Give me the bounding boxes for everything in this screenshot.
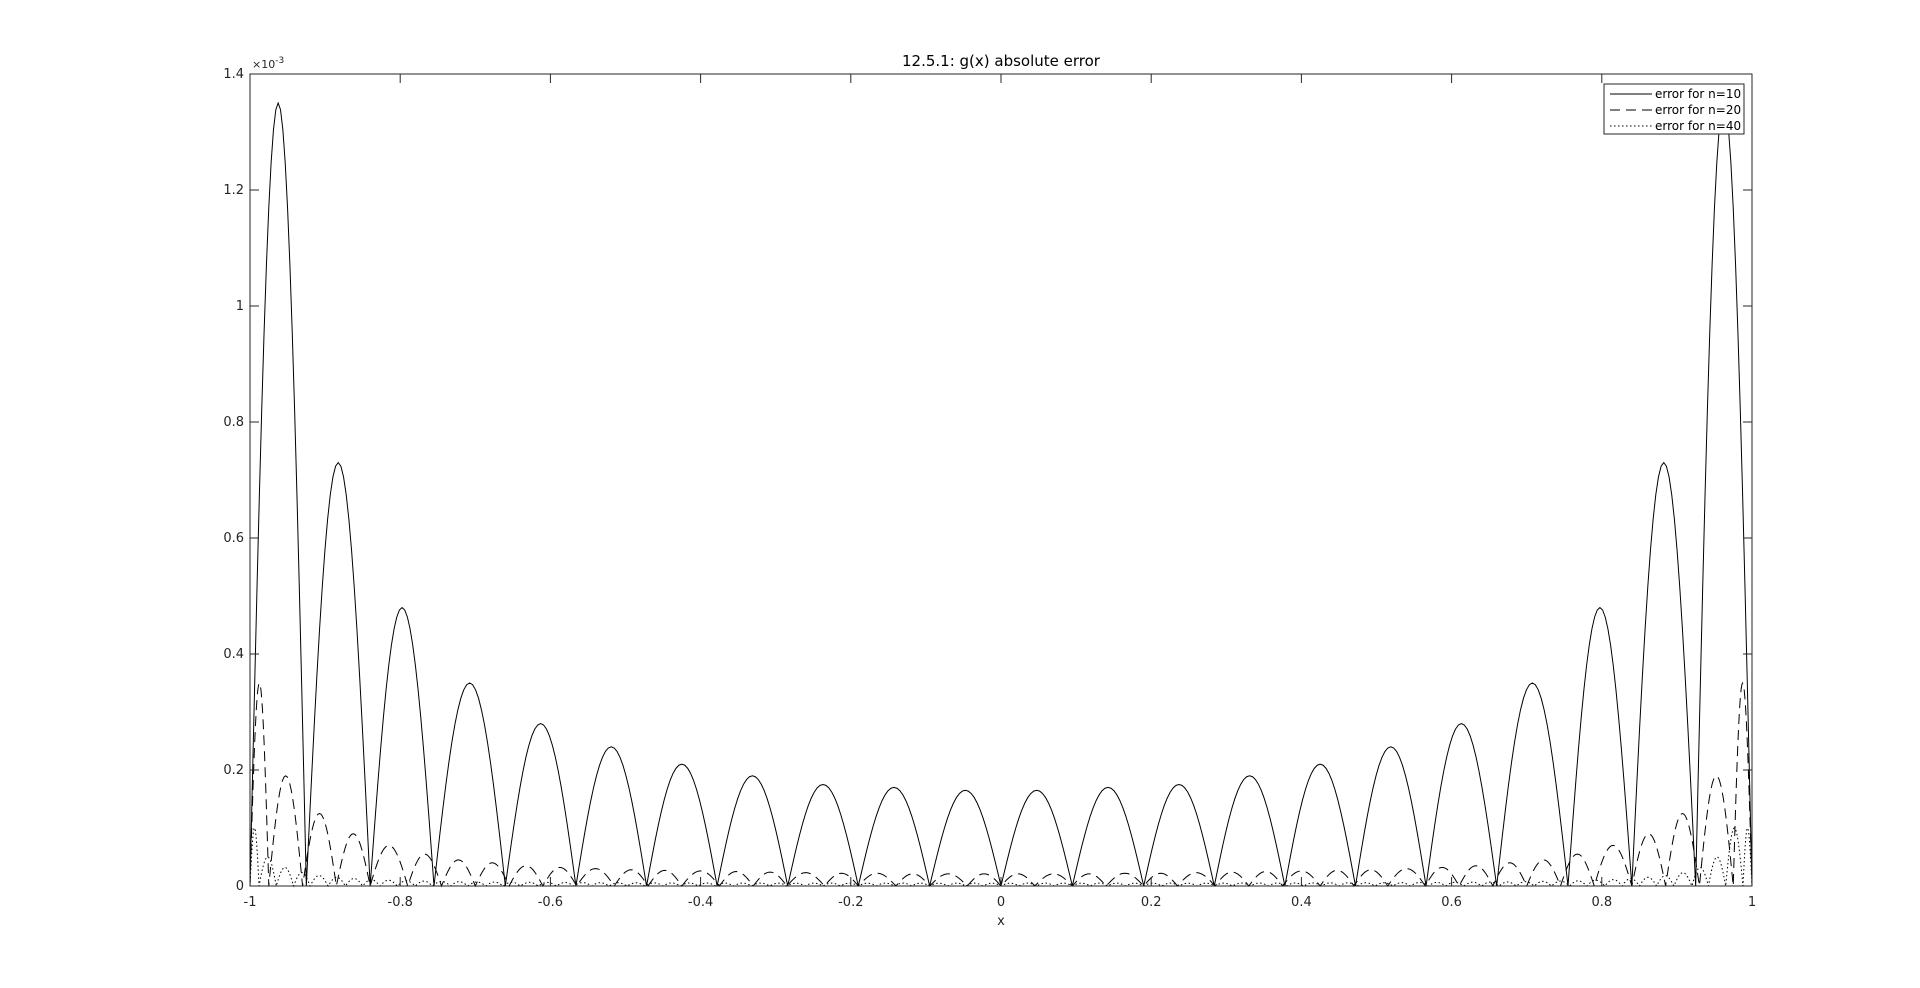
y-tick-label: 1.4 [223, 67, 244, 82]
legend-entry-label: error for n=40 [1655, 119, 1741, 133]
y-tick-label: 0 [236, 879, 244, 894]
x-tick-label: -0.4 [688, 895, 713, 910]
y-axis-exponent: ×10-3 [252, 56, 284, 71]
y-exponent-base: ×10 [252, 58, 275, 71]
x-tick-label: -1 [244, 895, 257, 910]
series-line-dashed [249, 681, 1753, 888]
y-tick-label: 0.2 [223, 763, 244, 778]
x-tick-label: 0.8 [1591, 895, 1612, 910]
x-tick-label: -0.2 [838, 895, 863, 910]
x-tick-label: 1 [1748, 895, 1756, 910]
legend: error for n=10 error for n=20 error for n=… [1603, 83, 1745, 135]
y-tick-label: 0.6 [223, 531, 244, 546]
y-exponent-power: -3 [275, 56, 284, 66]
x-axis-label: x [997, 914, 1005, 929]
x-tick-label: 0.4 [1291, 895, 1312, 910]
x-tick-label: 0.6 [1441, 895, 1462, 910]
plot-area [250, 74, 1752, 886]
legend-entry-label: error for n=10 [1655, 87, 1741, 101]
y-tick-label: 0.8 [223, 415, 244, 430]
x-axis: -1 -0.8 -0.6 -0.4 -0.2 0 0.2 0.4 0.6 0.8 1 [244, 74, 1756, 910]
x-tick-label: 0 [997, 895, 1005, 910]
y-tick-label: 1.2 [223, 183, 244, 198]
chart-title: 12.5.1: g(x) absolute error [902, 52, 1101, 70]
x-tick-label: 0.2 [1141, 895, 1162, 910]
y-axis: 0 0.2 0.4 0.6 0.8 1 1.2 1.4 [223, 67, 1752, 894]
y-tick-label: 0.4 [223, 647, 244, 662]
x-tick-label: -0.8 [388, 895, 413, 910]
x-tick-label: -0.6 [538, 895, 563, 910]
legend-entry-label: error for n=20 [1655, 103, 1741, 117]
y-tick-label: 1 [236, 299, 244, 314]
